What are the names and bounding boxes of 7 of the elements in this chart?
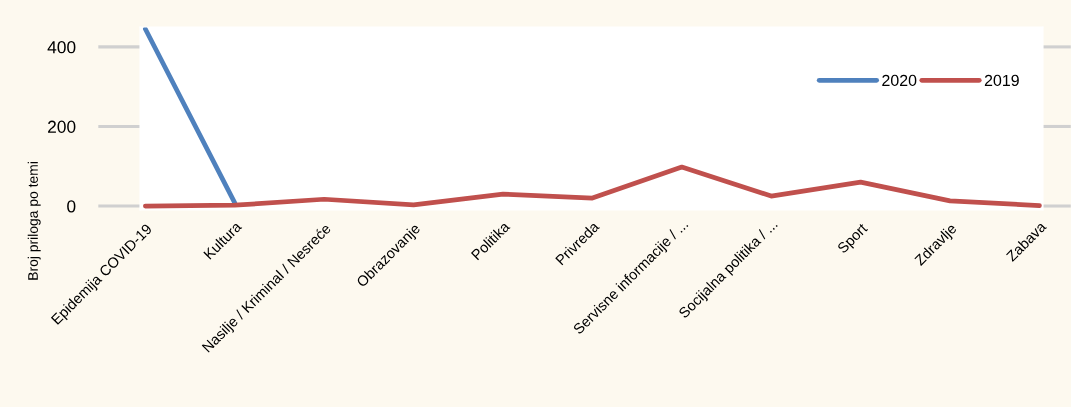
y-tick-label: 0 (67, 200, 76, 213)
legend-label: 2020 (882, 74, 917, 87)
y-tick-label: 200 (48, 120, 76, 133)
line-series (143, 164, 1042, 209)
y-axis-title: Broj priloga po temi (27, 162, 41, 280)
y-tick-label: 400 (47, 41, 76, 54)
legend-label: 2019 (984, 74, 1019, 87)
